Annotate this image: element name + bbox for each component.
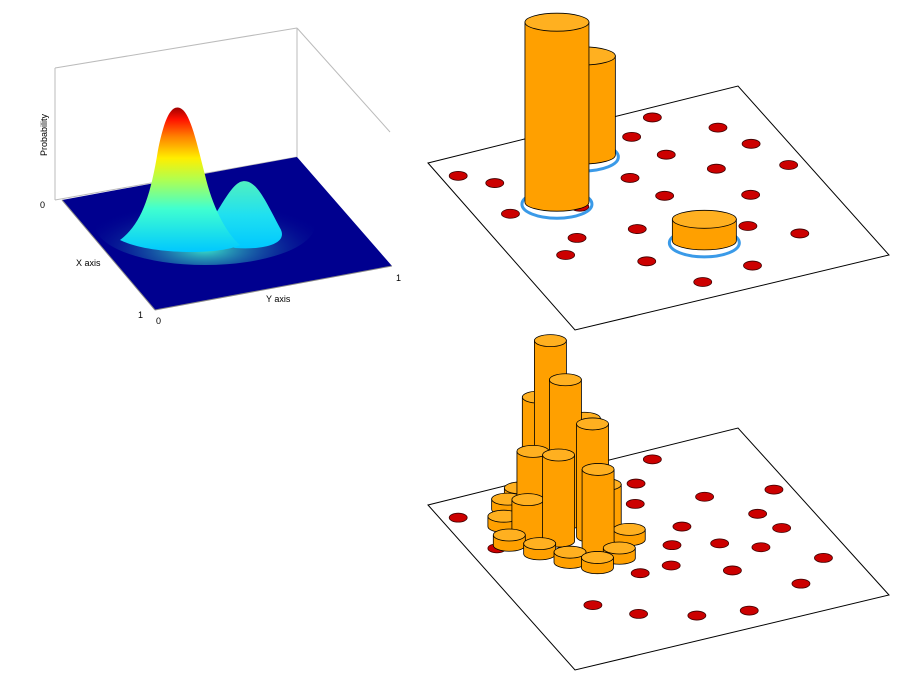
top-sample-point: [567, 233, 587, 243]
top-sample-point: [741, 189, 761, 200]
surface-y-tick-0: 0: [156, 316, 161, 326]
surface-x-label: X axis: [76, 258, 101, 268]
bottom-sample-point: [814, 553, 833, 563]
top-sample-point: [741, 138, 761, 149]
bottom-bar: [492, 528, 526, 552]
bottom-sample-point: [723, 565, 742, 576]
bottom-sample-point: [642, 454, 662, 465]
top-sample-point: [627, 224, 647, 234]
surface-x-edge: [61, 199, 156, 311]
top-sample-point: [556, 250, 576, 260]
top-sample-point: [790, 228, 810, 239]
bottom-bar-top: [523, 537, 557, 550]
bottom-bar: [523, 537, 557, 561]
surface-z-tick-0: 0: [40, 200, 45, 210]
bar-plot-top: [427, 12, 890, 331]
bottom-sample-point: [710, 538, 730, 549]
bottom-bar-side: [542, 454, 575, 548]
top-bar: [667, 209, 741, 259]
bottom-bar: [553, 545, 587, 569]
bottom-bar-top: [581, 463, 615, 476]
top-sample-point: [706, 163, 726, 174]
top-sample-point: [708, 122, 728, 133]
top-sample-point: [738, 221, 758, 231]
bottom-sample-point: [695, 491, 714, 502]
top-sample-point: [501, 208, 520, 219]
top-bar-side: [524, 21, 590, 212]
top-sample-point: [743, 260, 762, 271]
top-sample-point: [637, 256, 657, 267]
bottom-sample-point: [687, 610, 707, 621]
bottom-sample-point: [626, 478, 646, 489]
surface-x-tick-1: 1: [138, 310, 143, 320]
surface-y-edge: [154, 265, 393, 311]
bottom-sample-point: [630, 568, 650, 579]
bottom-bar: [581, 551, 614, 575]
bottom-bar-top: [534, 334, 567, 348]
surface-peak-main: [120, 107, 240, 252]
surface-y-label: Y axis: [266, 294, 291, 304]
top-sample-point: [485, 178, 505, 188]
top-sample-point: [622, 131, 642, 142]
top-sample-point: [448, 170, 468, 181]
bottom-sample-point: [748, 508, 768, 519]
top-sample-point: [620, 173, 640, 183]
bars-bottom: [487, 334, 646, 575]
bar-plot-bottom: [427, 334, 890, 671]
bottom-bar-top: [542, 448, 575, 462]
surface-y-tick-1: 1: [396, 273, 401, 283]
surface-plot: Probability 0 X axis Y axis 1 0 1: [39, 27, 401, 326]
surface-z-label: Probability: [39, 113, 49, 156]
bottom-bar-top: [549, 373, 582, 387]
bottom-sample-point: [583, 600, 603, 610]
bottom-bar-top: [511, 493, 545, 507]
bottom-sample-point: [672, 521, 692, 532]
bottom-bar-top: [602, 541, 636, 555]
bottom-sample-point: [739, 605, 759, 616]
top-sample-point: [656, 149, 676, 160]
top-sample-point: [642, 112, 662, 123]
top-sample-point: [655, 190, 675, 201]
bottom-sample-point: [625, 498, 645, 509]
top-bar-top: [671, 209, 737, 229]
top-bar-top: [524, 12, 590, 32]
bars-top: [520, 12, 741, 259]
bottom-sample-point: [791, 578, 811, 589]
bottom-sample-point: [629, 609, 648, 619]
bottom-sample-point: [751, 542, 771, 553]
bottom-bar-top: [553, 545, 587, 559]
top-sample-point: [693, 277, 713, 287]
bar-plot-top-plane: [427, 85, 890, 331]
bottom-bar: [612, 523, 646, 547]
bottom-sample-point: [662, 540, 682, 551]
bottom-bar-top: [581, 551, 614, 564]
bottom-sample-point: [772, 523, 792, 533]
bottom-bar-top: [492, 528, 526, 542]
top-bar: [520, 12, 594, 220]
bottom-sample-point: [764, 484, 784, 495]
bottom-bar-top: [576, 417, 609, 431]
bottom-sample-point: [448, 512, 468, 523]
top-sample-point: [779, 160, 799, 170]
bottom-sample-point: [661, 560, 681, 571]
bottom-bar: [542, 448, 575, 548]
bottom-bar-top: [612, 523, 646, 536]
